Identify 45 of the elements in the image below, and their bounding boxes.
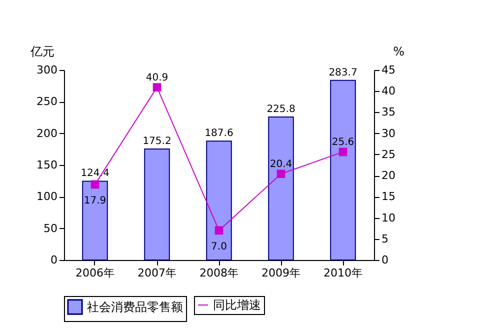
bar bbox=[268, 116, 294, 260]
y-tick-label: 250 bbox=[36, 95, 58, 108]
data-label: 175.2 bbox=[142, 136, 172, 148]
bar bbox=[82, 180, 108, 260]
y2-axis-title: % bbox=[393, 44, 404, 58]
y2-tick-label: 40 bbox=[382, 84, 396, 98]
y2-tick-label: 10 bbox=[382, 211, 396, 224]
data-label: 7.0 bbox=[211, 241, 227, 252]
point bbox=[90, 180, 100, 189]
data-label: 40.9 bbox=[146, 72, 168, 84]
data-label: 20.4 bbox=[270, 158, 292, 170]
bar bbox=[144, 148, 170, 260]
legend-label: 社会消费品零售额 bbox=[87, 300, 183, 314]
data-label: 225.8 bbox=[266, 104, 296, 115]
y2-tick-label: 30 bbox=[382, 126, 396, 140]
data-label: 25.6 bbox=[332, 136, 354, 148]
point bbox=[338, 148, 348, 156]
y2-tick-label: 15 bbox=[382, 190, 396, 204]
data-label: 187.6 bbox=[204, 128, 234, 140]
data-label: 283.7 bbox=[328, 67, 358, 78]
bar bbox=[330, 80, 356, 260]
legend-label: 同比增速 bbox=[213, 298, 261, 312]
y2-tick-label: 35 bbox=[382, 106, 396, 119]
x-tick-label: 2007年 bbox=[138, 266, 176, 280]
y-tick-label: 200 bbox=[36, 126, 58, 140]
y2-tick-label: 45 bbox=[382, 64, 396, 76]
y-tick-label: 150 bbox=[36, 158, 58, 172]
point bbox=[276, 170, 286, 178]
y2-tick-label: 5 bbox=[382, 232, 388, 246]
y-axis-title: 亿元 bbox=[30, 44, 54, 58]
y-tick-label: 50 bbox=[44, 222, 58, 235]
data-label: 17.9 bbox=[84, 195, 106, 206]
y-tick-label: 100 bbox=[36, 190, 58, 204]
y2-tick-label: 20 bbox=[382, 169, 396, 182]
point bbox=[152, 83, 162, 92]
y-tick-label: 0 bbox=[50, 254, 58, 266]
x-tick-label: 2010年 bbox=[324, 266, 362, 280]
y2-tick-label: 0 bbox=[382, 254, 388, 266]
y2-tick-label: 25 bbox=[382, 148, 396, 161]
x-tick-label: 2006年 bbox=[76, 266, 114, 280]
x-tick-label: 2009年 bbox=[262, 266, 300, 280]
y-tick-label: 300 bbox=[36, 64, 58, 76]
x-tick-label: 2008年 bbox=[200, 266, 238, 280]
point bbox=[214, 226, 224, 235]
bar bbox=[206, 140, 232, 260]
